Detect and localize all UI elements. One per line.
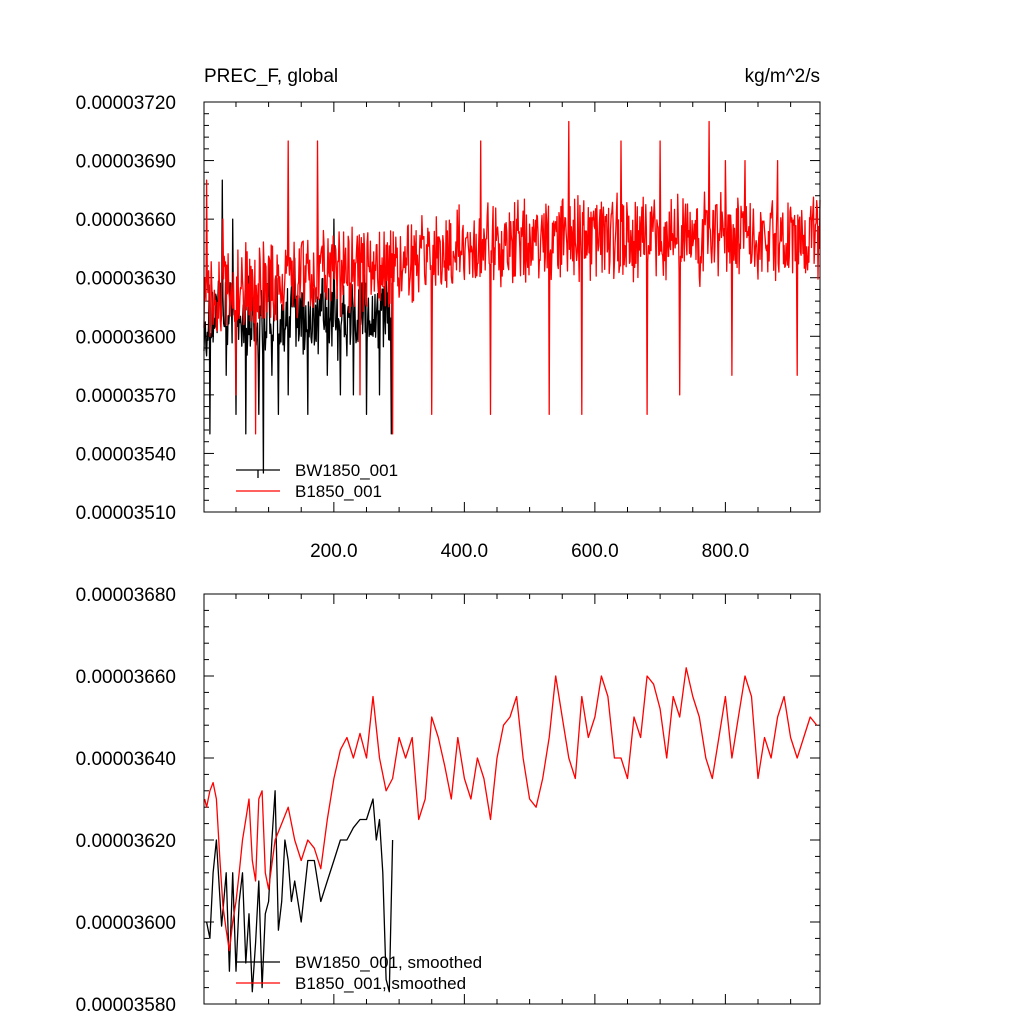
bottom-ticks: 0.00003580 0.00003600 0.00003620 0.00003640… [76,585,820,1016]
x-tick-label: 400.0 [441,541,489,562]
bottom-series-lines [204,667,818,993]
y-tick-label: 0.00003690 [76,152,176,173]
y-tick-label: 0.00003720 [76,93,176,114]
y-tick-label: 0.00003540 [76,444,176,465]
y-tick-label: 0.00003510 [76,503,176,524]
series-line-b1850 [203,120,821,435]
y-tick-label: 0.00003620 [76,831,176,852]
y-tick-label: 0.00003680 [76,585,176,606]
y-tick-label: 0.00003600 [76,327,176,348]
y-tick-label: 0.00003660 [76,210,176,231]
top-title-left: PREC_F, global [204,66,338,87]
bottom-panel: 0.00003580 0.00003600 0.00003620 0.00003640… [76,585,821,1016]
y-tick-label: 0.00003570 [76,386,176,407]
y-tick-label: 0.00003580 [76,995,176,1016]
series-line-bw1850 [205,790,394,993]
top-ticks: 0.00003510 0.00003540 0.00003570 0.00003600… [76,93,820,562]
legend-label-b-smoothed: B1850_001, smoothed [295,974,466,993]
x-tick-label: 200.0 [310,541,358,562]
series-line-b1850 [204,667,818,952]
top-plot-frame [203,101,821,513]
top-series-lines [203,120,821,474]
legend-label-bw: BW1850_001 [295,461,398,480]
top-legend: BW1850_001 B1850_001 [236,461,398,501]
y-tick-label: 0.00003640 [76,749,176,770]
y-tick-label: 0.00003630 [76,269,176,290]
x-tick-label: 600.0 [571,541,619,562]
y-tick-label: 0.00003660 [76,667,176,688]
bottom-plot-frame [203,593,821,1005]
bottom-legend: BW1850_001, smoothed B1850_001, smoothed [236,953,482,993]
y-tick-label: 0.00003600 [76,913,176,934]
top-panel: PREC_F, global kg/m^2/s 0.000035100.0000… [76,66,821,562]
top-title-right: kg/m^2/s [745,66,820,87]
legend-label-b: B1850_001 [295,482,382,501]
x-tick-label: 800.0 [702,541,750,562]
legend-label-bw-smoothed: BW1850_001, smoothed [295,953,482,972]
series-line-bw1850 [203,179,394,474]
